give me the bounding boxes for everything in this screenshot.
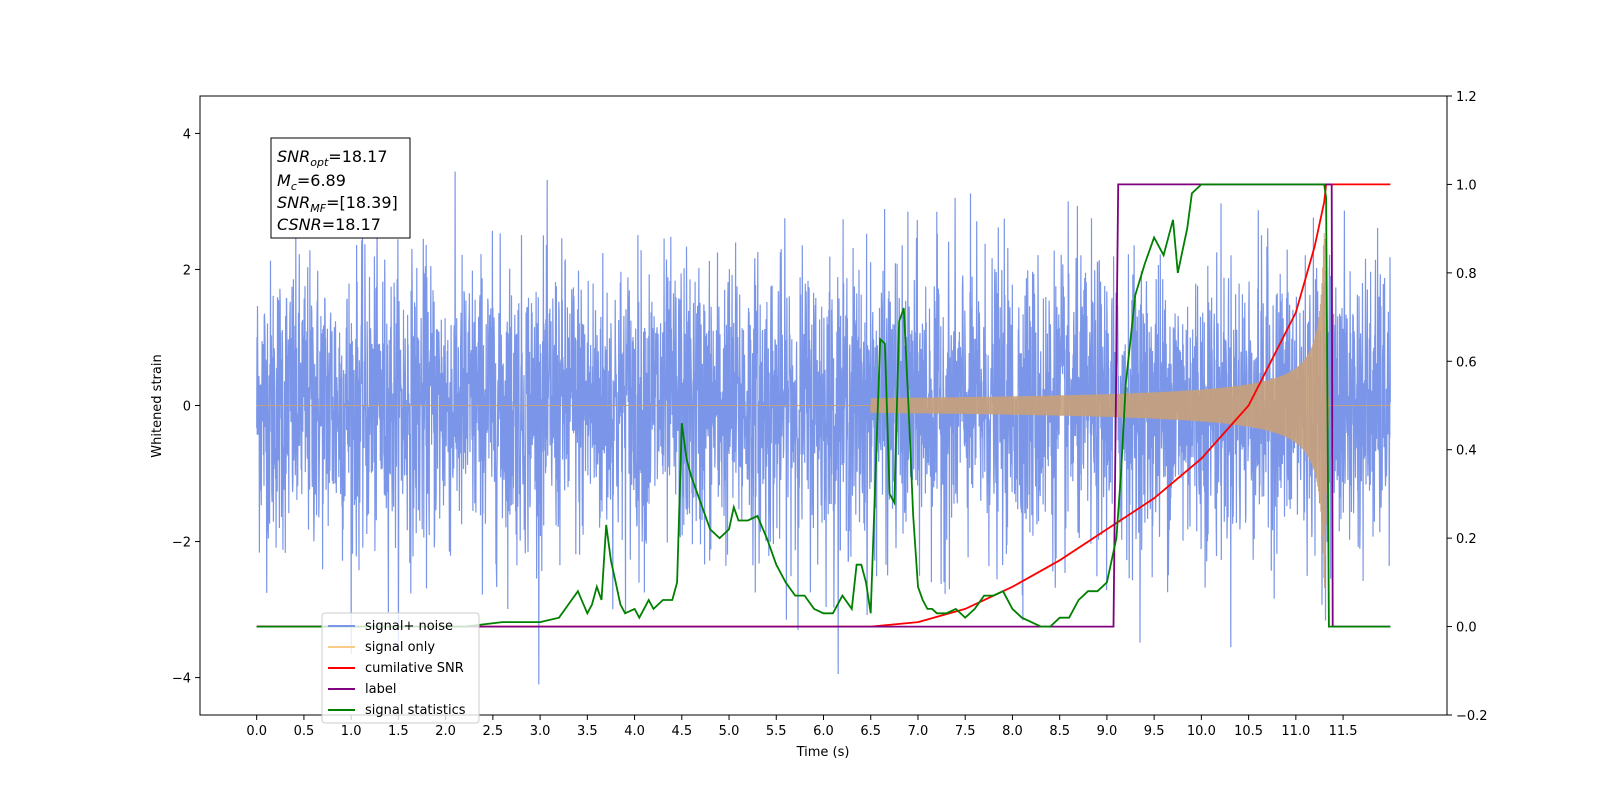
- x-tick-label: 6.0: [813, 724, 834, 739]
- legend-label-signal-only: signal only: [365, 640, 435, 655]
- y2-tick-label: 1.2: [1456, 90, 1477, 105]
- y-tick-label: 0: [183, 400, 191, 415]
- x-tick-label: 7.0: [908, 724, 929, 739]
- x-axis-label: Time (s): [796, 745, 850, 760]
- y-axis-left: −4 −2 0 2 4: [172, 127, 200, 687]
- y2-tick-label: 0.0: [1456, 621, 1477, 636]
- x-tick-label: 8.5: [1049, 724, 1070, 739]
- x-tick-label: 1.0: [341, 724, 362, 739]
- x-tick-label: 8.0: [1002, 724, 1023, 739]
- legend-label-signal-noise: signal+ noise: [365, 619, 453, 634]
- x-axis: 0.0 0.5 1.0 1.5 2.0 2.5 3.0 3.5 4.0 4.5 5.0 5.5 6.0 6…: [246, 715, 1358, 739]
- annotation-mc: Mc=6.89: [277, 171, 346, 193]
- x-tick-label: 4.5: [671, 724, 692, 739]
- legend-label-cumilative-snr: cumilative SNR: [365, 661, 464, 676]
- y-axis-label: Whitened strain: [150, 354, 165, 457]
- legend-label-signal-statistics: signal statistics: [365, 703, 466, 718]
- x-tick-label: 9.0: [1097, 724, 1118, 739]
- x-tick-label: 6.5: [860, 724, 881, 739]
- legend-entry-signal-statistics: signal statistics: [328, 703, 466, 718]
- legend-label-label: label: [365, 682, 396, 697]
- series-signal-only-line: [256, 232, 1391, 588]
- x-tick-label: 2.0: [435, 724, 456, 739]
- series-layer: [256, 171, 1391, 685]
- x-tick-label: 3.5: [577, 724, 598, 739]
- y-tick-label: −4: [172, 672, 191, 687]
- y2-tick-label: 0.8: [1456, 267, 1477, 282]
- y2-tick-label: 1.0: [1456, 178, 1477, 193]
- y-axis-right: −0.2 0.0 0.2 0.4 0.6 0.8 1.0 1.2: [1447, 90, 1488, 724]
- legend-entry-cumilative-snr: cumilative SNR: [328, 661, 464, 676]
- y-tick-label: −2: [172, 536, 191, 551]
- x-tick-label: 2.5: [483, 724, 504, 739]
- y2-tick-label: −0.2: [1456, 709, 1488, 724]
- legend: signal+ noise signal only cumilative SNR…: [321, 612, 480, 724]
- annotation-snr-opt: SNRopt=18.17: [277, 147, 388, 169]
- x-tick-label: 5.0: [719, 724, 740, 739]
- x-tick-label: 7.5: [955, 724, 976, 739]
- legend-entry-label: label: [328, 682, 396, 697]
- y-tick-label: 2: [183, 263, 191, 278]
- legend-box: [321, 612, 480, 724]
- x-tick-label: 5.5: [766, 724, 787, 739]
- x-tick-label: 0.0: [246, 724, 267, 739]
- annotation-box: SNRopt=18.17 Mc=6.89 SNRMF=[18.39] CSNR=…: [270, 137, 411, 239]
- y2-tick-label: 0.4: [1456, 444, 1477, 459]
- x-tick-label: 11.0: [1281, 724, 1310, 739]
- x-tick-label: 0.5: [294, 724, 315, 739]
- x-tick-label: 9.5: [1144, 724, 1165, 739]
- y-tick-label: 4: [183, 127, 191, 142]
- legend-entry-signal-only: signal only: [328, 640, 435, 655]
- x-tick-label: 10.5: [1234, 724, 1263, 739]
- x-tick-label: 3.0: [530, 724, 551, 739]
- annotation-snr-mf: SNRMF=[18.39]: [277, 193, 398, 215]
- series-signal-statistics-line: [256, 183, 1391, 628]
- y2-tick-label: 0.2: [1456, 532, 1477, 547]
- series-cumilative-snr-line: [256, 183, 1391, 628]
- x-tick-label: 10.0: [1187, 724, 1216, 739]
- x-tick-label: 1.5: [388, 724, 409, 739]
- annotation-csnr: CSNR=18.17: [277, 215, 381, 234]
- x-tick-label: 11.5: [1329, 724, 1358, 739]
- series-signal-noise-line: [256, 171, 1391, 685]
- y2-tick-label: 0.6: [1456, 355, 1477, 370]
- x-tick-label: 4.0: [624, 724, 645, 739]
- legend-entry-signal-noise: signal+ noise: [328, 619, 453, 634]
